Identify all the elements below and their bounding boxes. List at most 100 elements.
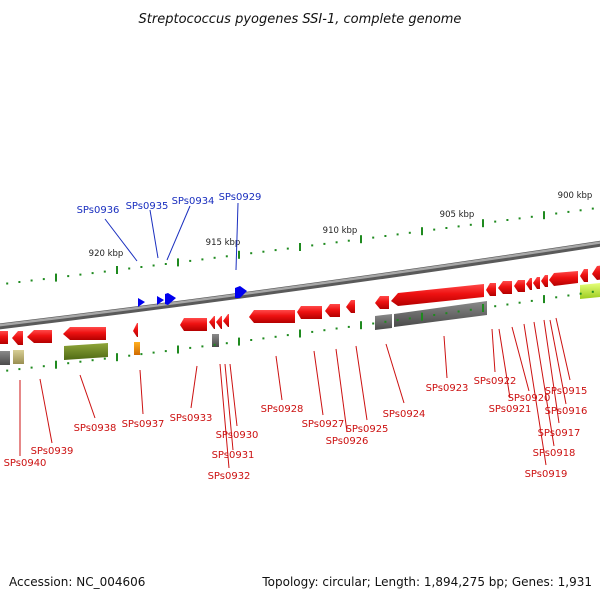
gene-SPs0930 — [223, 314, 229, 327]
gene-label-SPs0922[interactable]: SPs0922 — [474, 376, 517, 387]
gene-label-SPs0931[interactable]: SPs0931 — [212, 450, 255, 461]
map-title: Streptococcus pyogenes SSI-1, complete g… — [139, 12, 462, 27]
lower-tick — [213, 343, 216, 346]
gene-label-SPs0934[interactable]: SPs0934 — [172, 196, 215, 207]
gene-label-SPs0939[interactable]: SPs0939 — [31, 446, 74, 457]
gene-label-SPs0929[interactable]: SPs0929 — [219, 192, 262, 203]
upper-tick — [238, 250, 240, 259]
feature-olive-1 — [64, 343, 108, 360]
gene-label-SPs0936[interactable]: SPs0936 — [77, 205, 120, 216]
feature-track — [0, 283, 600, 365]
lower-tick — [250, 339, 253, 341]
scale-label-910: 910 kbp — [323, 226, 358, 236]
lower-tick — [30, 366, 33, 369]
upper-tick — [262, 250, 265, 253]
gene-label-SPs0918[interactable]: SPs0918 — [533, 448, 576, 459]
lower-tick — [140, 353, 143, 356]
gene-SPs0936[interactable] — [138, 298, 145, 307]
upper-tick — [323, 242, 326, 245]
gene-label-SPs0933[interactable]: SPs0933 — [170, 413, 213, 424]
lower-tick — [201, 345, 204, 348]
gene-label-SPs0923[interactable]: SPs0923 — [426, 383, 469, 394]
upper-tick — [469, 223, 472, 226]
gene-SPs0914 — [592, 265, 600, 280]
gene-SPs0923 — [391, 284, 484, 306]
gene-label-SPs0927[interactable]: SPs0927 — [302, 419, 345, 430]
gene-label-SPs0932[interactable]: SPs0932 — [208, 471, 251, 482]
gene-label-SPs0915[interactable]: SPs0915 — [545, 386, 588, 397]
gene-SPs0925 — [346, 300, 355, 313]
upper-tick — [543, 211, 545, 220]
upper-tick — [286, 247, 289, 250]
upper-tick — [518, 217, 521, 220]
gene-SPs0918 — [533, 277, 540, 289]
gene-label-SPs0919[interactable]: SPs0919 — [525, 469, 568, 480]
lower-tick — [91, 359, 94, 362]
lower-tick — [79, 360, 82, 363]
lower-tick — [103, 357, 106, 360]
gene-label-SPs0937[interactable]: SPs0937 — [122, 419, 165, 430]
upper-tick — [140, 266, 143, 268]
scale-label-905: 905 kbp — [440, 210, 475, 220]
gene-label-SPs0921[interactable]: SPs0921 — [489, 404, 532, 415]
feature-gray-1 — [0, 351, 10, 365]
upper-tick — [55, 273, 57, 282]
lower-tick — [323, 329, 326, 332]
gene-SPs0917 — [541, 275, 548, 287]
upper-tick — [591, 207, 594, 210]
gene-SPs0915 — [580, 269, 588, 282]
upper-tick — [67, 275, 70, 278]
upper-tick — [103, 270, 106, 273]
gene-label-SPs0920[interactable]: SPs0920 — [508, 393, 551, 404]
lower-tick — [128, 354, 131, 357]
lower-tick-track — [6, 290, 594, 372]
reverse-gene-labels: SPs0940 SPs0939 SPs0938 SPs0937 SPs0933 … — [4, 376, 588, 482]
gene-label-SPs0930[interactable]: SPs0930 — [216, 430, 259, 441]
scale-tick-track — [6, 207, 594, 285]
lower-tick — [18, 368, 21, 371]
lower-tick — [164, 350, 167, 353]
lower-tick — [433, 314, 436, 316]
accession-text: Accession: NC_004606 — [9, 575, 145, 589]
upper-tick — [579, 209, 582, 212]
upper-tick — [482, 219, 484, 228]
gene-label-SPs0940[interactable]: SPs0940 — [4, 458, 47, 469]
gene-label-SPs0935[interactable]: SPs0935 — [126, 201, 169, 212]
upper-tick — [433, 228, 436, 231]
gene-label-SPs0926[interactable]: SPs0926 — [326, 436, 369, 447]
upper-tick — [79, 273, 82, 276]
scale-label-920: 920 kbp — [89, 249, 124, 259]
forward-leader-lines — [104, 202, 239, 271]
gene-label-SPs0924[interactable]: SPs0924 — [383, 409, 426, 420]
upper-tick — [250, 252, 253, 255]
gene-SPs0934[interactable] — [165, 293, 176, 305]
upper-tick — [274, 249, 277, 252]
gene-SPs0929[interactable] — [235, 286, 247, 298]
gene-SPs0928 — [249, 310, 295, 323]
lower-tick — [396, 319, 399, 322]
gene-SPs0919 — [526, 278, 532, 290]
gene-label-SPs0928[interactable]: SPs0928 — [261, 404, 304, 415]
gene-SPs0916 — [549, 271, 578, 286]
gene-label-SPs0917[interactable]: SPs0917 — [538, 428, 581, 439]
gene-SPs0935[interactable] — [157, 296, 164, 305]
gene-SPs0924 — [375, 296, 389, 309]
lower-tick — [543, 295, 545, 304]
upper-tick — [384, 235, 387, 237]
upper-tick — [189, 259, 192, 262]
gene-label-SPs0916[interactable]: SPs0916 — [545, 406, 588, 417]
gene-label-SPs0938[interactable]: SPs0938 — [74, 423, 117, 434]
lower-tick — [555, 296, 558, 299]
lower-tick — [286, 334, 289, 337]
lower-tick — [238, 337, 240, 346]
upper-tick — [311, 244, 314, 247]
lower-tick — [518, 301, 521, 304]
gene-label-SPs0925[interactable]: SPs0925 — [346, 424, 389, 435]
feature-gray-2 — [212, 334, 219, 347]
feature-khaki-1 — [13, 350, 24, 364]
upper-tick — [18, 281, 21, 283]
lower-tick — [311, 330, 314, 333]
feature-gray-4 — [394, 301, 487, 327]
gene-SPs0922 — [486, 283, 496, 296]
